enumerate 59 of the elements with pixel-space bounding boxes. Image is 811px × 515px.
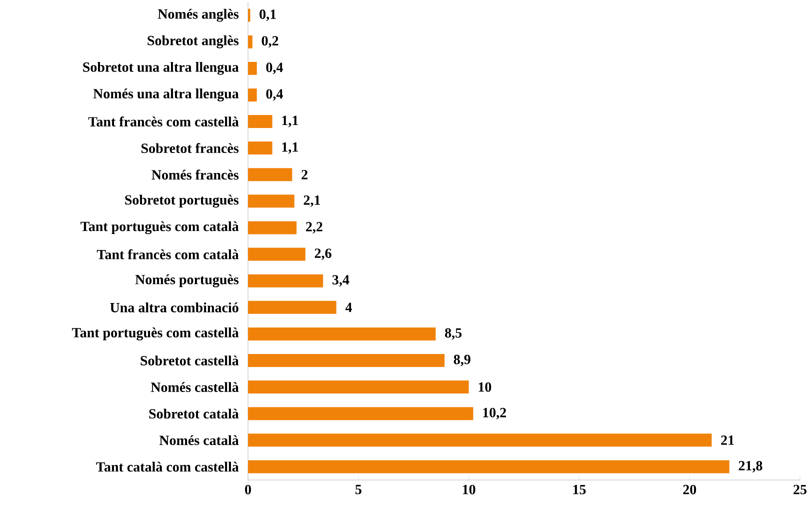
data-label: 10: [478, 382, 492, 392]
bar: [248, 88, 257, 102]
bar: [248, 115, 272, 128]
y-tick-label: Tant francès com castellà: [88, 116, 239, 127]
x-tick-label: 10: [462, 484, 476, 494]
y-tick-label: Tant francès com català: [96, 249, 239, 260]
data-label: 3,4: [332, 275, 350, 287]
y-tick-label: Sobretot anglès: [148, 35, 239, 48]
data-label: 0,2: [262, 36, 278, 48]
data-label: 0,4: [266, 89, 283, 101]
data-label: 1,1: [282, 116, 298, 128]
y-tick-label: Només una altra llengua: [93, 88, 239, 102]
x-tick-label: 0: [245, 484, 251, 494]
data-label: 21,8: [738, 460, 762, 472]
bar: [248, 194, 294, 208]
y-tick-label: Tant portuguès com castellà: [72, 328, 239, 340]
bar: [248, 168, 292, 182]
data-label: 21: [721, 436, 734, 445]
y-tick-label: Només català: [159, 435, 239, 446]
bar: [248, 142, 272, 155]
data-label: 1,1: [282, 142, 298, 154]
y-tick-label: Només francès: [152, 170, 239, 180]
data-label: 8,5: [445, 328, 462, 340]
data-label: 4: [345, 302, 352, 312]
bar: [248, 248, 306, 261]
x-tick-label: 5: [355, 484, 362, 494]
data-label: 2,6: [314, 248, 332, 260]
bar: [248, 354, 445, 368]
y-tick-label: Sobretot francès: [142, 143, 239, 154]
bar: [248, 274, 324, 288]
bar: [248, 221, 297, 234]
data-label: 10,2: [483, 408, 506, 420]
data-label: 0,4: [266, 62, 283, 74]
bar: [248, 407, 474, 420]
bar: [248, 62, 257, 75]
bar: [248, 35, 252, 48]
y-tick-label: Només castellà: [150, 382, 239, 392]
data-label: 2: [302, 170, 308, 180]
x-tick-label: 25: [794, 484, 806, 494]
data-label: 0,1: [260, 10, 276, 22]
y-tick-label: Sobretot castellà: [140, 356, 239, 366]
y-tick-label: Sobretot portuguès: [125, 194, 239, 208]
data-label: 2,1: [304, 195, 320, 207]
y-tick-label: Sobretot català: [149, 408, 239, 419]
y-tick-label: Només anglès: [158, 8, 239, 22]
data-label: 8,9: [454, 354, 470, 366]
bar: [248, 380, 469, 394]
y-tick-label: Tant català com castellà: [96, 462, 239, 472]
bar: [248, 300, 336, 314]
x-tick-label: 20: [683, 484, 696, 494]
bar: [248, 460, 730, 474]
y-tick-label: Sobretot una altra llengua: [83, 62, 239, 75]
bar: [248, 327, 436, 340]
x-tick-label: 15: [573, 484, 586, 494]
bar: [248, 434, 712, 447]
y-tick-label: Una altra combinació: [110, 302, 238, 312]
data-label: 2,2: [306, 222, 322, 234]
y-tick-label: Tant portuguès com català: [80, 221, 239, 234]
y-tick-label: Només portuguès: [135, 274, 239, 288]
